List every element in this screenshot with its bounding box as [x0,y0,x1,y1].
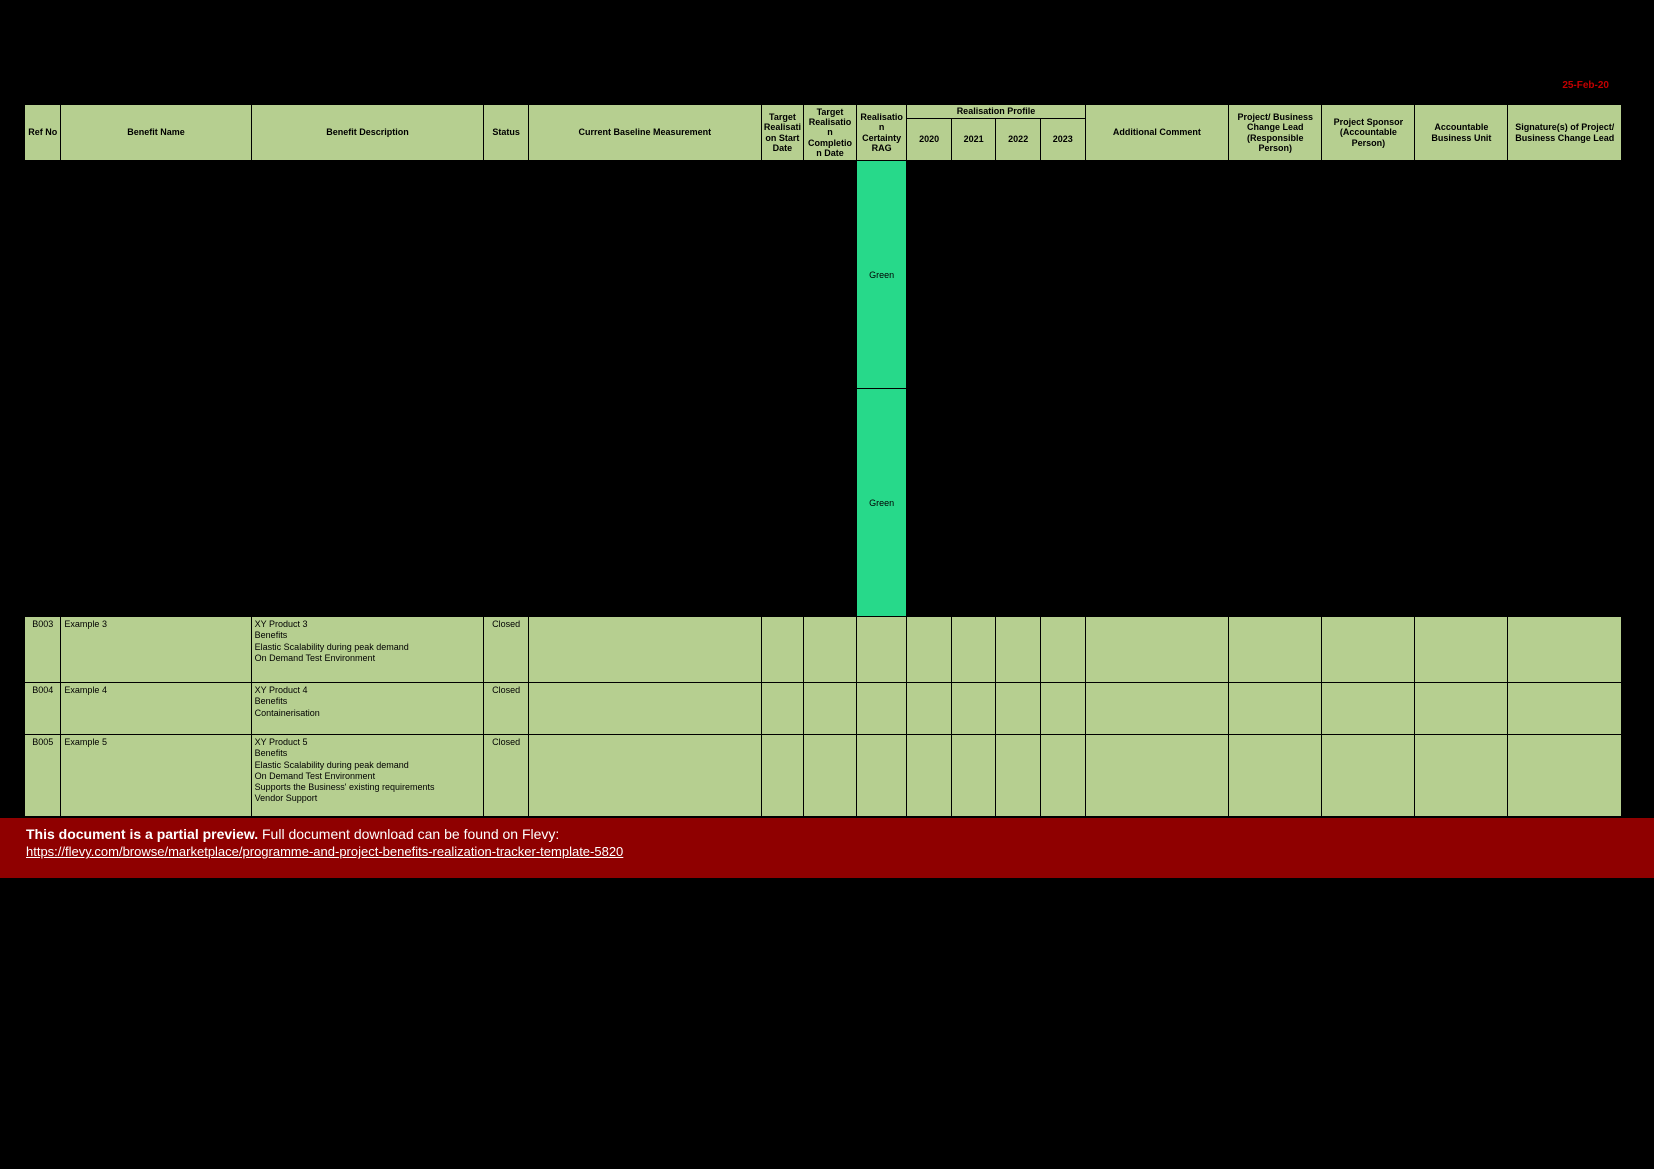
cell-lead [1229,683,1322,735]
benefits-tracker-table: Ref No Benefit Name Benefit Description … [24,104,1622,817]
preview-banner: This document is a partial preview. Full… [0,818,1654,878]
cell-sponsor [1322,735,1415,817]
col-tend: Target Realisation Completion Date [804,105,857,161]
banner-text: This document is a partial preview. Full… [26,826,1628,842]
cell-2021 [951,735,996,817]
cell-lead [1229,735,1322,817]
table-row-hidden-1: Green [25,161,1622,389]
date-stamp: 25-Feb-20 [1562,80,1609,91]
cell-desc: XY Product 4 Benefits Containerisation [251,683,484,735]
cell-2021 [951,683,996,735]
col-sig: Signature(s) of Project/ Business Change… [1508,105,1622,161]
col-bu: Accountable Business Unit [1415,105,1508,161]
col-sponsor: Project Sponsor (Accountable Person) [1322,105,1415,161]
cell-desc: XY Product 3 Benefits Elastic Scalabilit… [251,617,484,683]
table-row-hidden-2: Green [25,389,1622,617]
cell-2021 [951,617,996,683]
cell-tstart [761,735,804,817]
cell-baseline [528,735,761,817]
rag-cell: Green [856,389,907,617]
cell-name: Example 4 [61,683,251,735]
cell-name: Example 3 [61,617,251,683]
cell-2022 [996,683,1041,735]
table-row: B005 Example 5 XY Product 5 Benefits Ela… [25,735,1622,817]
cell-sig [1508,683,1622,735]
cell-desc: XY Product 5 Benefits Elastic Scalabilit… [251,735,484,817]
cell-ref: B003 [25,617,61,683]
cell-2023 [1040,683,1085,735]
cell-tstart [761,617,804,683]
rag-cell: Green [856,161,907,389]
cell-ref: B005 [25,735,61,817]
col-group-profile: Realisation Profile [907,105,1085,119]
table-row: B003 Example 3 XY Product 3 Benefits Ela… [25,617,1622,683]
cell-2020 [907,617,952,683]
cell-baseline [528,683,761,735]
cell-rag [856,683,907,735]
col-ref: Ref No [25,105,61,161]
cell-lead [1229,617,1322,683]
col-desc: Benefit Description [251,105,484,161]
cell-sig [1508,735,1622,817]
col-2022: 2022 [996,119,1041,161]
cell-2023 [1040,735,1085,817]
col-baseline: Current Baseline Measurement [528,105,761,161]
banner-link[interactable]: https://flevy.com/browse/marketplace/pro… [26,844,623,859]
cell-tstart [761,683,804,735]
col-comment: Additional Comment [1085,105,1229,161]
col-name: Benefit Name [61,105,251,161]
col-2020: 2020 [907,119,952,161]
cell-ref: B004 [25,683,61,735]
cell-baseline [528,617,761,683]
cell-sig [1508,617,1622,683]
cell-rag [856,735,907,817]
cell-status: Closed [484,683,529,735]
cell-sponsor [1322,683,1415,735]
banner-bold: This document is a partial preview. [26,826,258,842]
cell-2022 [996,617,1041,683]
col-2021: 2021 [951,119,996,161]
cell-status: Closed [484,617,529,683]
cell-bu [1415,683,1508,735]
cell-sponsor [1322,617,1415,683]
col-lead: Project/ Business Change Lead (Responsib… [1229,105,1322,161]
page-canvas: 25-Feb-20 Ref No Benefit Name Benefit De… [0,0,1654,1169]
col-status: Status [484,105,529,161]
cell-2020 [907,735,952,817]
cell-tend [804,683,857,735]
cell-bu [1415,617,1508,683]
cell-comment [1085,617,1229,683]
cell-rag [856,617,907,683]
col-2023: 2023 [1040,119,1085,161]
cell-bu [1415,735,1508,817]
cell-2023 [1040,617,1085,683]
table-row: B004 Example 4 XY Product 4 Benefits Con… [25,683,1622,735]
cell-comment [1085,735,1229,817]
col-tstart: Target Realisation Start Date [761,105,804,161]
banner-rest: Full document download can be found on F… [258,826,559,842]
col-rag: Realisation Certainty RAG [856,105,907,161]
cell-status: Closed [484,735,529,817]
table-header: Ref No Benefit Name Benefit Description … [25,105,1622,161]
cell-2020 [907,683,952,735]
cell-tend [804,735,857,817]
cell-tend [804,617,857,683]
cell-name: Example 5 [61,735,251,817]
cell-2022 [996,735,1041,817]
cell-comment [1085,683,1229,735]
